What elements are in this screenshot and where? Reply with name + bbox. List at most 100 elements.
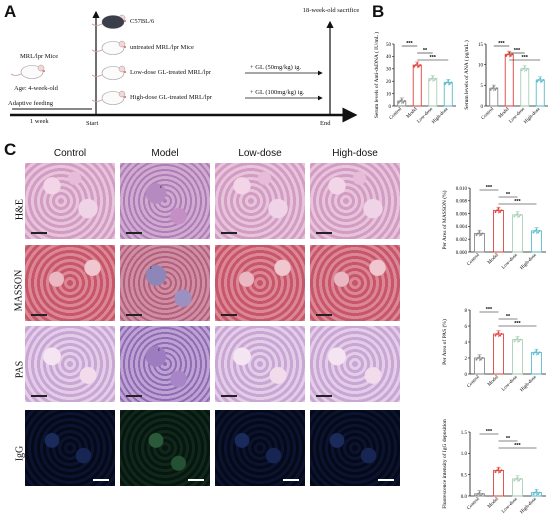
data-point [444,82,447,85]
data-point [500,333,503,335]
category-label: High-dose [520,252,539,271]
significance-label: *** [486,429,493,435]
data-point [496,469,498,472]
data-point [500,469,503,472]
data-point [499,334,501,337]
data-point [539,77,542,80]
data-point [519,338,522,341]
bar [493,469,504,497]
data-point [513,479,516,482]
data-point [481,357,484,359]
black-mouse-icon [102,15,124,29]
significance-label: *** [514,321,521,327]
data-point [497,467,500,470]
y-tick-label: 4 [465,341,468,346]
category-label: Control [481,106,496,121]
data-point [511,53,514,56]
data-point [538,229,541,232]
mouse-icon [91,65,127,80]
ana-chart: Serum levels of ANA ( pg/mL ) 0 5 10 15 Contr… [463,40,548,125]
bar [493,209,504,253]
data-point [505,54,508,57]
scale-bar [221,232,237,234]
data-point [534,229,536,232]
data-point [516,337,519,339]
y-axis-label: Per Area of PAS (%) [441,319,448,365]
data-point [481,492,484,495]
bar [428,78,438,107]
y-axis-label: Fluorescence intensity of IgG deposition [441,419,448,509]
data-point [497,331,500,334]
scale-bar [126,395,142,397]
y-tick-label: 40 [386,55,392,60]
image-masson-model [120,245,210,321]
data-point [413,65,416,68]
data-point [535,489,538,492]
age-label: Age: 4-week-old [14,85,58,92]
data-point [496,209,498,212]
y-axis-label: Per Area of MASSON (%) [441,190,448,249]
data-point [532,231,535,234]
data-point [518,340,520,343]
significance-label: *** [498,41,505,47]
scale-bar [93,479,109,481]
data-point [509,54,512,57]
image-pas-high-dose [310,326,400,402]
data-point [516,212,519,215]
data-point [477,492,479,495]
data-point [430,77,433,80]
data-point [499,211,501,213]
data-point [518,215,520,218]
y-tick-label: 15 [478,43,484,48]
category-label: Control [467,496,482,511]
column-header-model: Model [151,148,179,159]
week-label: 1 week [30,118,49,125]
category-label: High-dose [520,374,539,393]
y-tick-label: 8 [465,309,468,314]
panel-label-c: C [4,140,17,159]
y-tick-label: 2 [465,357,468,362]
y-tick-label: 0 [481,105,484,110]
data-point [478,230,481,233]
y-tick-label: 0.008 [456,200,468,205]
data-point [516,476,519,479]
data-point [419,64,422,67]
y-tick-label: 1.0 [461,452,468,457]
lesion-marker: c [160,185,163,190]
scale-bar [126,232,142,234]
group-label-1: C57BL/6 [130,18,155,25]
category-label: High-dose [431,106,450,125]
data-point [537,78,540,81]
data-point [535,228,538,231]
category-label: Model [487,496,500,509]
data-point [492,85,495,88]
column-header-control: Control [53,148,87,159]
adaptive-feeding-label: Adaptive feeding [8,100,53,107]
bar [512,214,523,253]
data-point [534,491,536,494]
data-point [481,232,484,235]
data-point [433,79,436,82]
category-label: Model [487,252,500,265]
bar [504,53,514,107]
y-tick-label: 0 [389,105,392,110]
data-point [496,333,498,335]
data-point [475,234,478,237]
data-point [480,358,482,361]
y-tick-label: 10 [386,92,392,97]
data-point [475,358,478,361]
y-tick-label: 0.002 [456,238,468,243]
group-label-3: Low-dose GL-treated MRL/lpr [130,69,211,76]
data-point [428,79,431,82]
y-tick-label: 20 [386,80,392,85]
category-label: Low-dose [501,252,519,270]
data-point [513,215,516,218]
data-point [403,100,406,103]
data-point [448,82,451,85]
bar [412,64,422,107]
row-header-he: H&E [14,198,26,221]
mouse-icon [91,40,127,55]
image-igg-high-dose [310,410,400,486]
data-point [477,357,479,359]
lesion-marker: c [158,348,161,353]
